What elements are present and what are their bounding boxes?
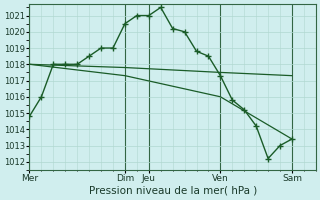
X-axis label: Pression niveau de la mer( hPa ): Pression niveau de la mer( hPa ): [89, 186, 257, 196]
